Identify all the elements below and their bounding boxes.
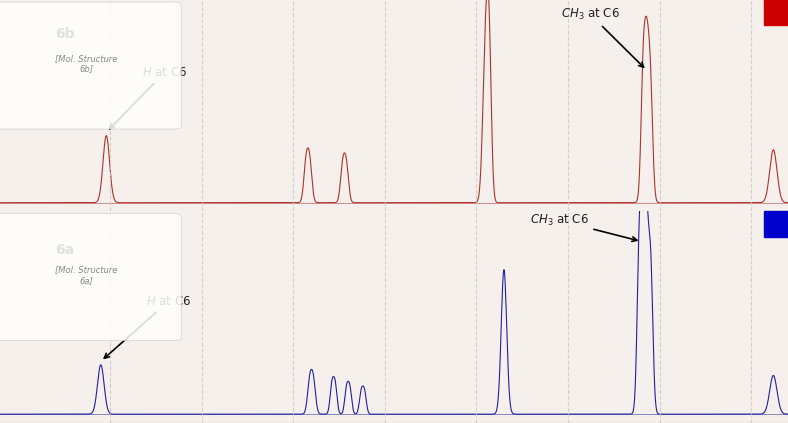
Text: $\it{CH}_3$ at C6: $\it{CH}_3$ at C6 (560, 7, 644, 67)
FancyBboxPatch shape (0, 2, 181, 129)
Bar (764, 0, 788, 25)
Text: 6a: 6a (55, 243, 74, 257)
Text: $\it{H}$ at C6: $\it{H}$ at C6 (110, 66, 188, 129)
Text: 6b: 6b (55, 27, 75, 41)
Text: [Mol. Structure
6a]: [Mol. Structure 6a] (55, 265, 118, 285)
Text: [Mol. Structure
6b]: [Mol. Structure 6b] (55, 54, 118, 73)
Text: $\it{H}$ at C6: $\it{H}$ at C6 (104, 295, 191, 358)
Text: $\it{CH}_3$ at C6: $\it{CH}_3$ at C6 (530, 213, 637, 242)
FancyBboxPatch shape (0, 214, 181, 341)
Bar (764, 212, 788, 237)
